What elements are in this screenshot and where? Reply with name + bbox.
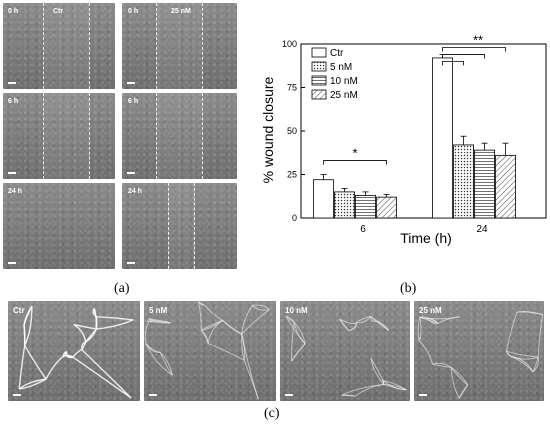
time-label: 6 h xyxy=(8,98,19,105)
y-tick-label: 75 xyxy=(287,83,297,93)
micrograph-25nm-6h: 6 h xyxy=(122,93,237,179)
scale-bar xyxy=(127,82,135,84)
condition-label: Ctr xyxy=(13,306,25,315)
caption-b: (b) xyxy=(400,281,417,296)
legend-swatch xyxy=(311,75,327,86)
y-tick-label: 100 xyxy=(282,39,297,49)
y-tick-label: 50 xyxy=(287,126,297,136)
bar xyxy=(313,179,334,219)
significance-star: ** xyxy=(473,32,483,47)
micrograph-25nm-0h: 0 h 25 nM xyxy=(122,3,237,89)
micrograph-ctr-6h: 6 h xyxy=(3,93,115,179)
tube-image-ctr: Ctr xyxy=(8,301,140,401)
scale-bar xyxy=(8,82,16,84)
scale-bar xyxy=(149,394,157,396)
legend-label: 5 nM xyxy=(330,62,352,73)
time-label: 24 h xyxy=(8,188,23,195)
bar xyxy=(474,149,495,219)
bar xyxy=(453,144,474,219)
scale-bar xyxy=(127,172,135,174)
y-tick-label: 25 xyxy=(287,170,297,180)
scale-bar xyxy=(285,394,293,396)
scale-bar xyxy=(8,262,16,264)
y-axis-label: % wound closure xyxy=(260,76,276,183)
y-tick-label: 0 xyxy=(292,213,297,223)
legend-label: Ctr xyxy=(330,48,344,59)
scale-bar xyxy=(13,394,21,396)
bar xyxy=(355,194,376,219)
bar xyxy=(432,57,453,219)
micrograph-ctr-0h: 0 h Ctr xyxy=(3,3,115,89)
legend-swatch xyxy=(311,47,327,58)
legend-label: 25 nM xyxy=(330,90,358,101)
scale-bar xyxy=(8,172,16,174)
x-tick-label: 6 xyxy=(360,224,366,235)
time-label: 24 h xyxy=(128,188,143,195)
micrograph-25nm-24h: 24 h xyxy=(122,183,237,269)
legend-swatch xyxy=(311,61,327,72)
micrograph-ctr-24h: 24 h xyxy=(3,183,115,269)
condition-label: Ctr xyxy=(53,8,64,15)
condition-label: 5 nM xyxy=(149,306,168,315)
legend-label: 10 nM xyxy=(330,76,358,87)
tube-image-10nm: 10 nM xyxy=(280,301,410,401)
significance-bracket xyxy=(442,47,506,52)
x-axis-label: Time (h) xyxy=(400,230,452,246)
time-label: 0 h xyxy=(8,8,19,15)
legend-swatch xyxy=(311,89,327,100)
tube-image-25nm: 25 nM xyxy=(414,301,544,401)
significance-bracket xyxy=(323,160,387,165)
bar xyxy=(334,191,355,219)
condition-label: 25 nM xyxy=(171,8,191,15)
bar xyxy=(376,196,397,219)
x-tick-label: 24 xyxy=(476,224,488,235)
significance-star: * xyxy=(352,146,357,161)
caption-a: (a) xyxy=(114,281,130,296)
condition-label: 25 nM xyxy=(419,306,442,315)
time-label: 0 h xyxy=(128,8,139,15)
condition-label: 10 nM xyxy=(285,306,308,315)
time-label: 6 h xyxy=(128,98,139,105)
significance-bracket xyxy=(442,54,485,59)
scale-bar xyxy=(419,394,427,396)
tube-image-5nm: 5 nM xyxy=(144,301,276,401)
scale-bar xyxy=(127,262,135,264)
caption-c: (c) xyxy=(264,406,280,421)
bar xyxy=(495,154,516,219)
significance-bracket xyxy=(442,61,464,66)
